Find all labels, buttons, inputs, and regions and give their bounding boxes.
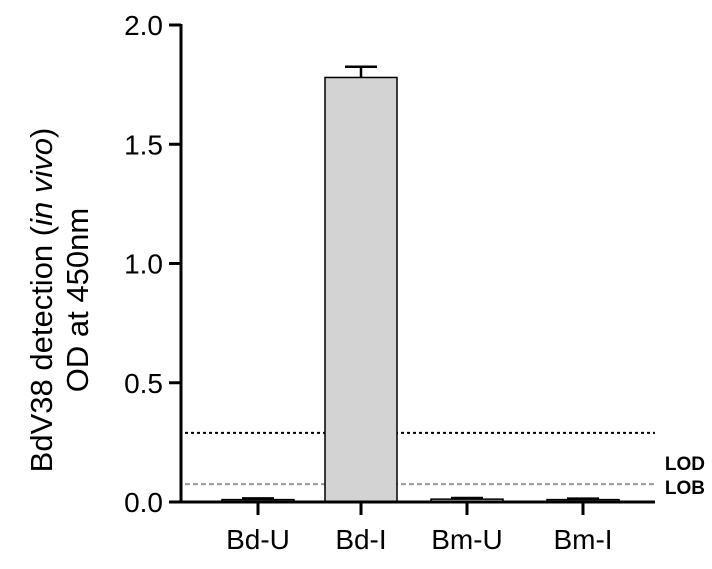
y-tick-label: 2.0 bbox=[124, 10, 163, 41]
y-axis: 0.0 0.5 1.0 1.5 2.0 bbox=[124, 10, 183, 518]
x-category-label: Bm-I bbox=[553, 524, 612, 555]
reference-label-lod: LOD bbox=[665, 454, 705, 475]
y-axis-title-prefix: BdV38 detection ( bbox=[24, 225, 59, 472]
y-axis-title-line1: BdV38 detection (in vivo) bbox=[24, 128, 59, 473]
y-tick-label: 1.5 bbox=[124, 129, 163, 160]
x-category-label: Bm-U bbox=[431, 524, 503, 555]
bar-series bbox=[221, 65, 620, 503]
y-tick-label: 0.5 bbox=[124, 368, 163, 399]
y-tick-label: 1.0 bbox=[124, 249, 163, 280]
y-axis-title-suffix: ) bbox=[24, 128, 59, 138]
x-axis: Bd-U Bd-I Bm-U Bm-I bbox=[179, 500, 655, 555]
reference-label-lob: LOB bbox=[665, 478, 705, 499]
y-axis-title-italic: in vivo bbox=[24, 138, 59, 226]
y-axis-title-line2: OD at 450nm bbox=[60, 208, 95, 392]
y-tick-label: 0.0 bbox=[124, 487, 163, 518]
bar-bd-i bbox=[324, 76, 398, 503]
reference-lines: LOD LOB bbox=[185, 431, 705, 499]
y-axis-title: BdV38 detection (in vivo) OD at 450nm bbox=[24, 128, 95, 473]
x-category-label: Bd-I bbox=[335, 524, 386, 555]
x-category-label: Bd-U bbox=[226, 524, 290, 555]
